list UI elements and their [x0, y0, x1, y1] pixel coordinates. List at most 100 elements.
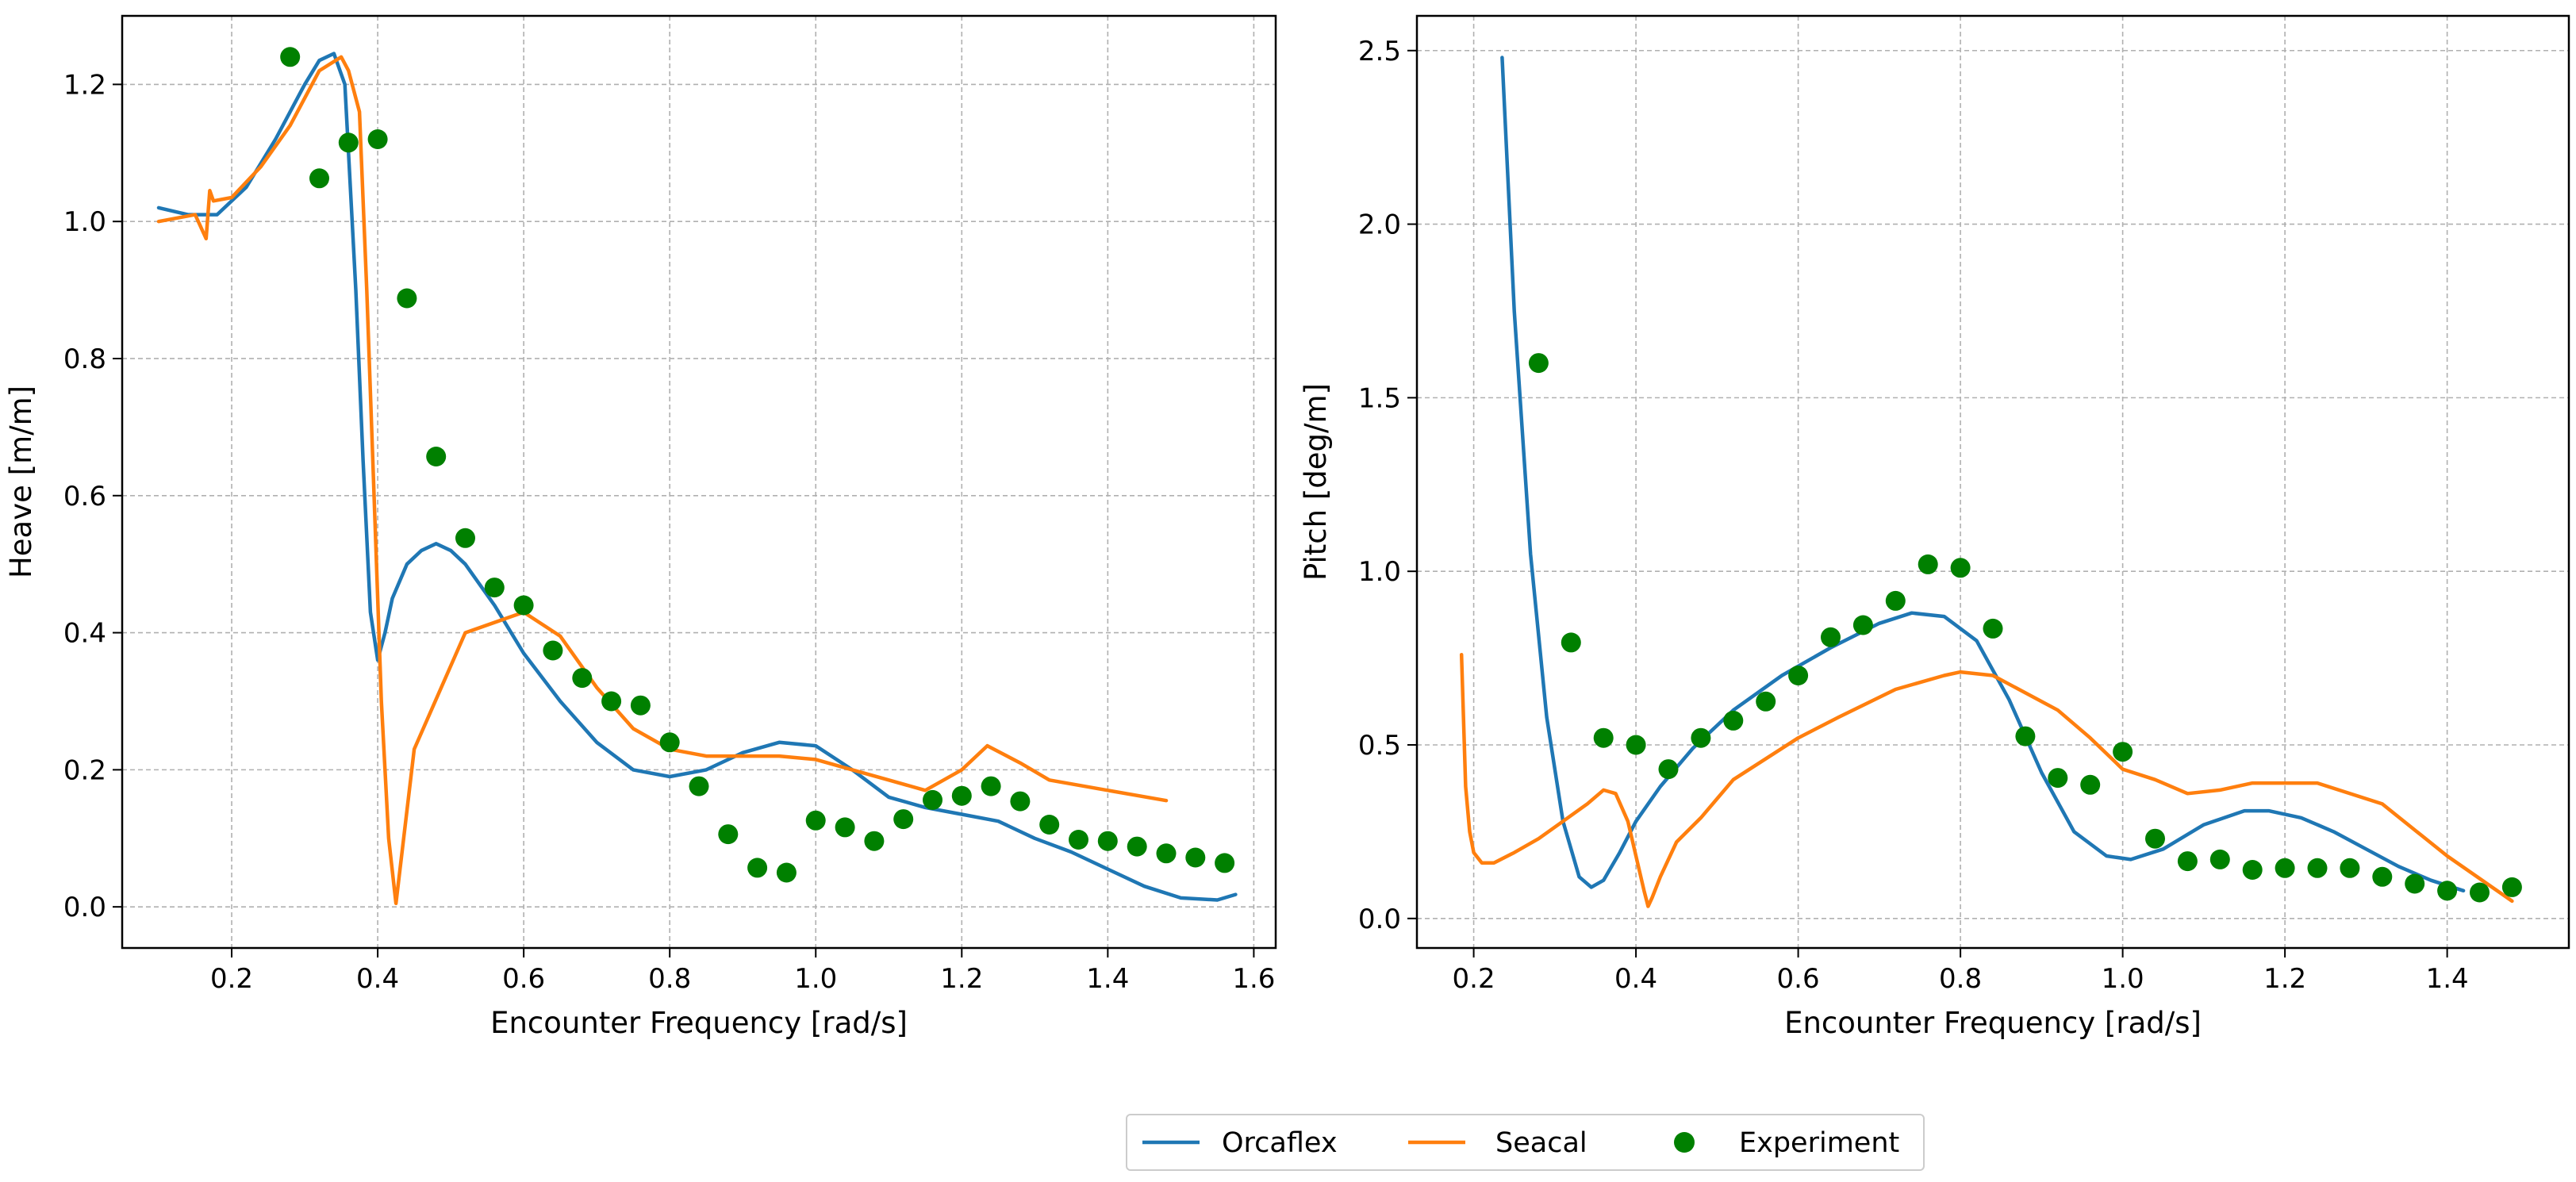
heave-x-tick-label: 0.8 [648, 963, 691, 995]
pitch-experiment-point [1950, 558, 1971, 578]
pitch-experiment-point [1691, 727, 1711, 748]
pitch-ticks: 0.2 0.4 0.6 0.8 1.0 1.2 1.4 0.0 0.5 1.0 1.5 2.0 2.5 [1358, 36, 2469, 995]
heave-experiment-point [280, 47, 301, 67]
heave-experiment-point [923, 789, 942, 810]
heave-x-tick-label: 1.2 [940, 963, 983, 995]
pitch-x-tick-label: 0.2 [1453, 963, 1495, 995]
pitch-experiment-point [1561, 632, 1581, 653]
pitch-experiment-point [1983, 618, 2003, 639]
pitch-experiment-point [1626, 735, 1646, 755]
pitch-y-axis-label: Pitch [deg/m] [1299, 383, 1333, 581]
heave-orcaflex-line [156, 52, 1238, 902]
pitch-experiment-point [2405, 873, 2425, 894]
heave-experiment-point [455, 528, 475, 548]
heave-grid [122, 16, 1276, 948]
heave-experiment-point [426, 447, 447, 466]
legend-box [1126, 1114, 1925, 1171]
pitch-experiment-point [2470, 882, 2490, 903]
pitch-x-axis-label: Encounter Frequency [rad/s] [1784, 1006, 2202, 1040]
pitch-experiment-point [1821, 627, 1841, 647]
heave-ticks: 0.2 0.4 0.6 0.8 1.0 1.2 1.4 1.6 0.0 0.2 0.4 0.6 0.8 1… [63, 69, 1276, 995]
pitch-experiment-point [2080, 774, 2101, 795]
pitch-experiment-point [1658, 759, 1679, 780]
pitch-experiment-point [1756, 691, 1776, 712]
heave-experiment-point [981, 776, 1001, 796]
heave-experiment-point [397, 288, 417, 309]
pitch-y-tick-label: 2.5 [1358, 36, 1401, 67]
heave-x-tick-label: 0.6 [502, 963, 545, 995]
heave-y-tick-label: 0.0 [63, 892, 106, 923]
pitch-experiment-point [1918, 554, 1938, 574]
pitch-x-tick-label: 1.4 [2426, 963, 2469, 995]
heave-x-tick-label: 0.2 [210, 963, 253, 995]
heave-experiment-point [484, 578, 505, 598]
pitch-experiment-point [2372, 866, 2393, 887]
legend-seacal-label: Seacal [1495, 1127, 1587, 1159]
heave-experiment-point [747, 858, 768, 878]
pitch-x-tick-label: 0.6 [1777, 963, 1820, 995]
heave-experiment-point [659, 732, 680, 753]
pitch-axes-frame [1415, 14, 2570, 950]
pitch-experiment-point [2177, 851, 2198, 872]
heave-experiment-point [513, 595, 534, 616]
pitch-experiment-point [2113, 742, 2133, 762]
pitch-experiment-point [1788, 666, 1809, 685]
heave-experiment-point [951, 785, 972, 806]
pitch-experiment-point [2307, 858, 2328, 878]
heave-experiment-point [1156, 843, 1177, 864]
heave-experiment-point [367, 129, 388, 149]
pitch-experiment-point [2275, 858, 2295, 878]
heave-experiment-point [1069, 830, 1088, 850]
pitch-y-tick-label: 1.5 [1358, 382, 1401, 414]
heave-axes-frame [121, 14, 1277, 950]
legend-orcaflex-label: Orcaflex [1222, 1127, 1338, 1159]
legend-experiment-swatch [1674, 1132, 1695, 1153]
heave-x-tick-label: 1.6 [1232, 963, 1275, 995]
heave-experiment-point [893, 809, 914, 830]
pitch-y-tick-label: 1.0 [1358, 556, 1401, 588]
heave-y-tick-label: 0.8 [63, 343, 106, 375]
heave-experiment-point [835, 817, 855, 838]
pitch-x-tick-label: 0.8 [1939, 963, 1982, 995]
heave-experiment-point [630, 695, 651, 716]
pitch-y-tick-label: 0.5 [1358, 730, 1401, 762]
heave-experiment-point [805, 810, 826, 831]
heave-experiment-point [1097, 831, 1118, 851]
pitch-series [1459, 56, 2522, 908]
pitch-y-tick-label: 0.0 [1358, 904, 1401, 935]
heave-experiment-point [601, 691, 622, 712]
heave-experiment-point [572, 668, 593, 689]
legend: Orcaflex Seacal Experiment [1126, 1114, 1925, 1171]
pitch-experiment-point [2437, 881, 2458, 901]
pitch-x-tick-label: 1.0 [2102, 963, 2144, 995]
pitch-experiment-point [2209, 849, 2230, 869]
heave-experiment-point [338, 132, 359, 153]
pitch-experiment-point [2048, 768, 2068, 789]
pitch-experiment-point [1723, 710, 1744, 731]
heave-experiment-point [543, 640, 563, 661]
pitch-experiment-point [1593, 727, 1614, 748]
heave-y-tick-label: 0.2 [63, 754, 106, 786]
legend-experiment-label: Experiment [1739, 1127, 1899, 1159]
pitch-experiment-point [1852, 615, 1873, 635]
heave-experiment-point [864, 831, 885, 851]
pitch-experiment-point [2242, 860, 2263, 880]
heave-experiment-point [1185, 847, 1206, 868]
heave-x-tick-label: 1.4 [1086, 963, 1129, 995]
pitch-x-tick-label: 1.2 [2263, 963, 2306, 995]
heave-y-tick-label: 0.6 [63, 481, 106, 512]
heave-experiment-point [1039, 815, 1060, 835]
pitch-seacal-line [1459, 652, 2514, 908]
heave-experiment-point [309, 168, 329, 189]
heave-experiment-point [1010, 791, 1031, 812]
heave-y-tick-label: 0.4 [63, 618, 106, 650]
pitch-experiment-point [1528, 353, 1549, 374]
pitch-y-tick-label: 2.0 [1358, 209, 1401, 241]
heave-y-tick-label: 1.2 [63, 69, 106, 101]
heave-panel: 0.2 0.4 0.6 0.8 1.0 1.2 1.4 1.6 0.0 0.2 0.4 0.6 0.8 1… [4, 14, 1277, 1040]
heave-experiment-point [1127, 836, 1147, 857]
heave-y-axis-label: Heave [m/m] [4, 386, 38, 578]
pitch-panel: 0.2 0.4 0.6 0.8 1.0 1.2 1.40.00.51.01.52.02.5 … [1299, 14, 2570, 1040]
